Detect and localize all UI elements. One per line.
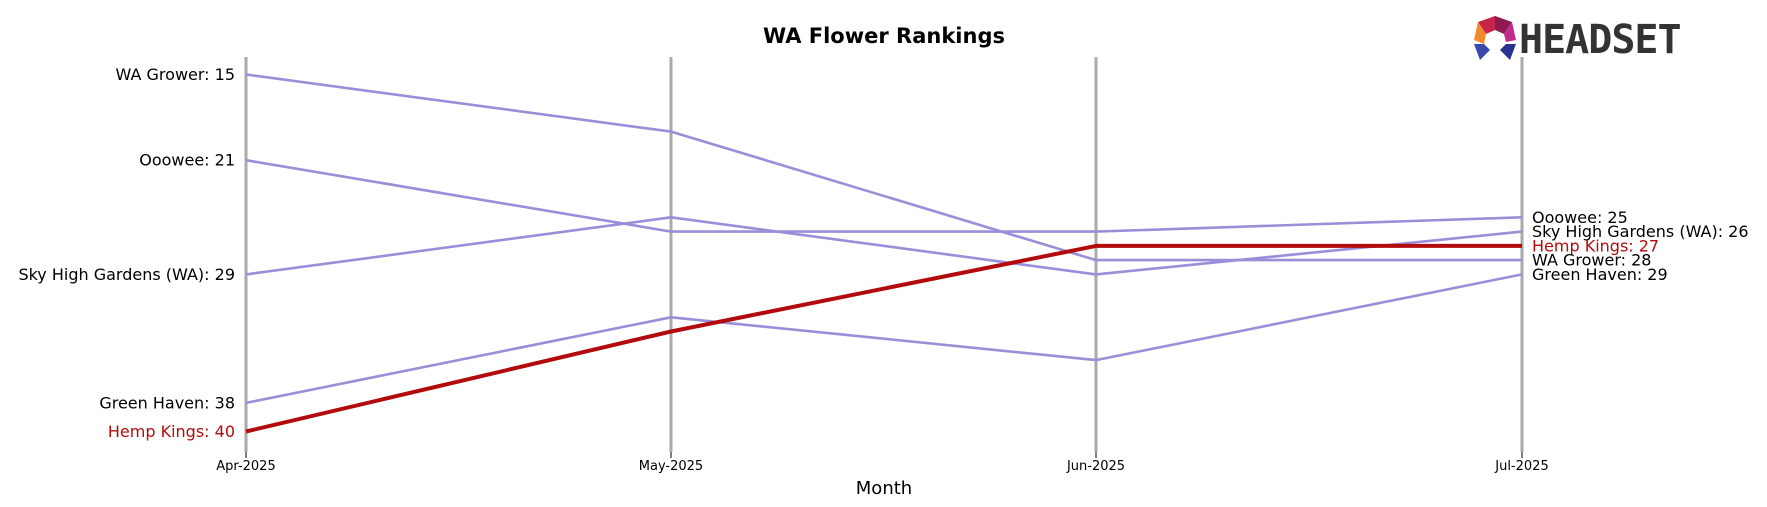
left-label-green-haven-38: Green Haven: 38 [99,393,235,412]
x-tick-label-apr-2025: Apr-2025 [216,459,275,474]
series-line-green-haven [245,273,1523,405]
right-label-sky-high-gardens-wa-26: Sky High Gardens (WA): 26 [1532,222,1749,241]
series-line-ooowee [245,158,1523,233]
x-axis-ticks: Apr-2025 May-2025 Jun-2025 Jul-2025 [216,452,1549,474]
headset-logo: HEADSET [1474,16,1682,63]
left-label-hemp-kings-40: Hemp Kings: 40 [108,422,235,441]
series-line-wa-grower [245,73,1522,262]
x-tick-label-jul-2025: Jul-2025 [1494,459,1548,474]
left-label-ooowee-21: Ooowee: 21 [139,151,235,170]
left-label-wa-grower-15: WA Grower: 15 [116,65,235,84]
month-gridlines [244,57,1524,452]
headset-logo-icon [1474,16,1516,60]
right-label-green-haven-29: Green Haven: 29 [1532,265,1668,284]
right-label-ooowee-25: Ooowee: 25 [1532,208,1628,227]
x-tick-label-jun-2025: Jun-2025 [1066,459,1125,474]
left-label-sky-high-gardens-wa-29: Sky High Gardens (WA): 29 [18,265,235,284]
series-line-sky-high-gardens-wa [245,216,1523,276]
chart-title: WA Flower Rankings [763,24,1005,48]
right-label-hemp-kings-27: Hemp Kings: 27 [1532,236,1659,255]
series-lines [245,73,1523,434]
series-line-hemp-kings [245,243,1522,434]
left-rank-labels: WA Grower: 15 Ooowee: 21 Sky High Gardens … [18,65,235,441]
headset-logo-text: HEADSET [1519,17,1681,63]
right-label-wa-grower-28: WA Grower: 28 [1532,251,1651,270]
x-axis-label: Month [856,478,912,499]
x-tick-label-may-2025: May-2025 [639,459,703,474]
